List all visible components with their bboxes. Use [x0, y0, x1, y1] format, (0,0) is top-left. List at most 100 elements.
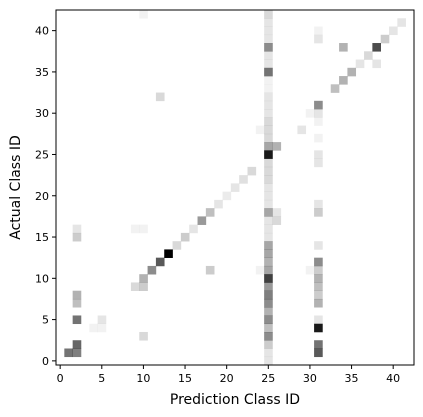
heatmap-cell — [139, 274, 148, 283]
heatmap-cell — [314, 158, 323, 168]
heatmap-cell — [339, 76, 348, 85]
y-axis-label: Actual Class ID — [8, 135, 24, 240]
heatmap-cell — [364, 51, 373, 60]
heatmap-cell — [314, 150, 323, 159]
y-axis-ticks: 0 5 10 15 20 25 30 35 40 — [35, 25, 56, 368]
y-tick-label: 35 — [35, 66, 49, 79]
heatmap-cell — [264, 249, 273, 258]
heatmap-cell — [264, 59, 273, 69]
heatmap-cell — [272, 208, 282, 217]
heatmap-cell — [264, 183, 273, 192]
heatmap-cell — [314, 100, 323, 110]
heatmap-cell — [164, 249, 173, 258]
heatmap-cell — [264, 166, 273, 176]
heatmap-cell — [139, 10, 148, 19]
heatmap-cell — [272, 216, 282, 225]
heatmap-cell — [264, 18, 273, 27]
heatmap-cell — [97, 323, 107, 333]
heatmap-cell — [264, 92, 273, 102]
heatmap-cell — [314, 208, 323, 217]
heatmap-cell — [264, 142, 273, 151]
heatmap-cell — [239, 175, 248, 184]
heatmap-cell — [314, 340, 323, 349]
heatmap-cell — [314, 117, 323, 126]
heatmap-cell — [264, 43, 273, 52]
heatmap-cell — [314, 199, 323, 209]
heatmap-cell — [197, 216, 207, 225]
heatmap-cell — [264, 67, 273, 77]
heatmap-cell — [372, 59, 381, 69]
heatmap-cell — [264, 282, 273, 291]
y-tick-label: 40 — [35, 25, 49, 38]
heatmap-cell — [139, 224, 148, 234]
heatmap-cell — [264, 208, 273, 217]
heatmap-cell — [389, 26, 398, 36]
heatmap-cell — [264, 298, 273, 308]
heatmap-cell — [314, 257, 323, 267]
heatmap-cell — [297, 125, 307, 135]
heatmap-cell — [339, 43, 348, 52]
x-tick-label: 25 — [261, 372, 275, 385]
heatmap-cell — [264, 125, 273, 135]
x-tick-label: 0 — [57, 372, 64, 385]
heatmap-cell — [314, 133, 323, 143]
heatmap-cell — [264, 331, 273, 341]
heatmap-cell — [264, 109, 273, 118]
x-tick-label: 35 — [345, 372, 359, 385]
heatmap-cell — [64, 348, 73, 358]
heatmap-cell — [222, 191, 232, 201]
plot-frame — [55, 9, 415, 366]
x-tick-label: 10 — [136, 372, 150, 385]
heatmap-cell — [139, 282, 148, 291]
heatmap-cell — [330, 84, 340, 93]
x-tick-label: 5 — [98, 372, 105, 385]
heatmap-cell — [264, 191, 273, 201]
heatmap-cell — [180, 232, 190, 242]
x-tick-label: 15 — [178, 372, 192, 385]
heatmap-cell — [130, 282, 140, 291]
heatmap-cell — [214, 199, 223, 209]
heatmap-cell — [130, 224, 140, 234]
heatmap-cell — [264, 340, 273, 349]
heatmap-cell — [230, 183, 240, 192]
heatmap-cell — [264, 257, 273, 267]
heatmap-cell — [72, 232, 82, 242]
heatmap-cell — [314, 315, 323, 325]
y-tick-label: 25 — [35, 148, 49, 161]
heatmap-cell — [247, 166, 257, 176]
heatmap-cell — [305, 265, 315, 275]
heatmap-cell — [264, 224, 273, 234]
heatmap-cell — [155, 257, 165, 267]
heatmap-cell — [264, 117, 273, 126]
heatmap-cell — [314, 348, 323, 358]
y-tick-label: 15 — [35, 231, 49, 244]
heatmap-cell — [380, 34, 390, 44]
heatmap-cell — [264, 158, 273, 168]
heatmap-cells — [64, 10, 406, 366]
x-axis-label: Prediction Class ID — [170, 392, 300, 408]
heatmap-cell — [264, 150, 273, 159]
x-tick-label: 30 — [303, 372, 317, 385]
heatmap-cell — [314, 26, 323, 36]
heatmap-cell — [314, 282, 323, 291]
heatmap-cell — [264, 274, 273, 283]
heatmap-cell — [264, 199, 273, 209]
heatmap-cell — [97, 315, 107, 325]
y-tick-label: 30 — [35, 107, 49, 120]
heatmap-cell — [314, 274, 323, 283]
heatmap-cell — [314, 109, 323, 118]
heatmap-cell — [264, 307, 273, 316]
heatmap-cell — [264, 315, 273, 325]
y-tick-label: 20 — [35, 190, 49, 203]
heatmap-cell — [314, 265, 323, 275]
heatmap-cell — [264, 133, 273, 143]
heatmap-cell — [205, 208, 215, 217]
heatmap-cell — [314, 34, 323, 44]
heatmap-cell — [372, 43, 381, 52]
heatmap-cell — [347, 67, 357, 77]
y-tick-label: 0 — [42, 355, 49, 368]
heatmap-cell — [72, 340, 82, 349]
heatmap-cell — [72, 298, 82, 308]
heatmap-cell — [255, 265, 265, 275]
